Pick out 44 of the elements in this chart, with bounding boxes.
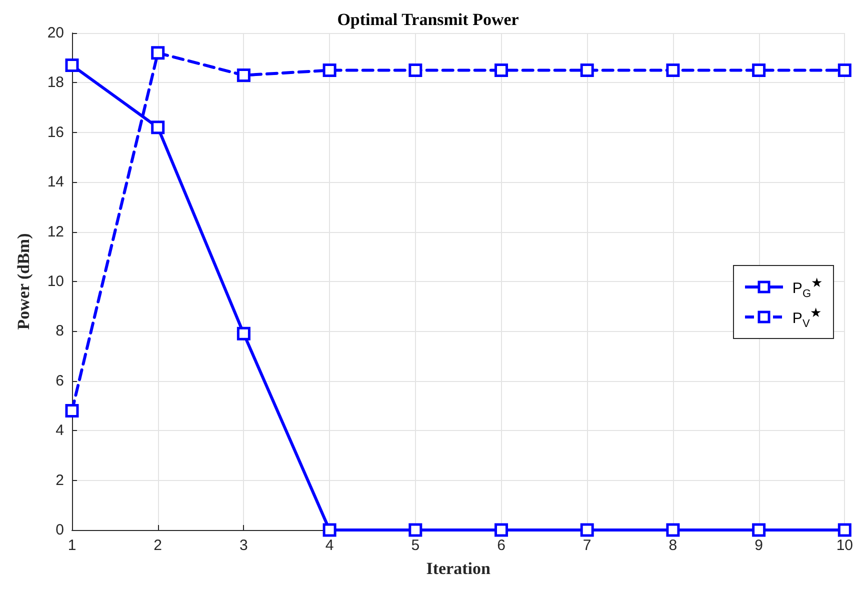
point xyxy=(151,46,165,60)
point xyxy=(322,523,336,537)
y-axis-title: Power (dBm) xyxy=(14,233,33,330)
point xyxy=(236,68,250,82)
y-tick-label: 10 xyxy=(47,273,64,290)
y-tick-label: 4 xyxy=(56,422,64,440)
point xyxy=(580,64,594,78)
x-tick-label: 5 xyxy=(411,537,420,554)
point xyxy=(65,404,79,418)
x-tick-label: 4 xyxy=(325,537,334,554)
y-tick-label: 14 xyxy=(47,174,64,191)
point xyxy=(838,64,852,78)
point xyxy=(580,523,594,537)
x-tick-label: 1 xyxy=(68,537,76,554)
point xyxy=(236,326,250,340)
x-tick-label: 3 xyxy=(240,537,248,554)
y-tick-label: 16 xyxy=(47,124,64,141)
point xyxy=(666,64,680,78)
point xyxy=(408,64,422,78)
y-tick-label: 2 xyxy=(56,472,64,489)
point xyxy=(752,64,766,78)
chart-title: Optimal Transmit Power xyxy=(337,10,520,29)
y-tick-label: 18 xyxy=(47,74,64,92)
x-tick-label: 7 xyxy=(582,537,592,554)
point xyxy=(322,64,336,78)
y-tick-label: 0 xyxy=(56,522,64,538)
point xyxy=(752,523,766,537)
point xyxy=(494,64,508,78)
x-tick-label: 10 xyxy=(836,537,853,554)
y-tick-label: 12 xyxy=(47,223,64,240)
point xyxy=(151,120,165,134)
x-tick-label: 2 xyxy=(154,537,162,554)
x-tick-label: 8 xyxy=(668,537,678,554)
point xyxy=(65,58,79,72)
point xyxy=(494,523,508,537)
point xyxy=(666,523,680,537)
point xyxy=(408,523,422,537)
point xyxy=(838,523,852,537)
y-tick-label: 6 xyxy=(56,372,64,390)
x-tick-label: 9 xyxy=(754,537,763,554)
x-axis-title: Iteration xyxy=(426,559,491,578)
y-tick-label: 8 xyxy=(56,322,64,340)
x-tick-label: 6 xyxy=(497,537,506,554)
y-tick-label: 20 xyxy=(47,24,64,42)
